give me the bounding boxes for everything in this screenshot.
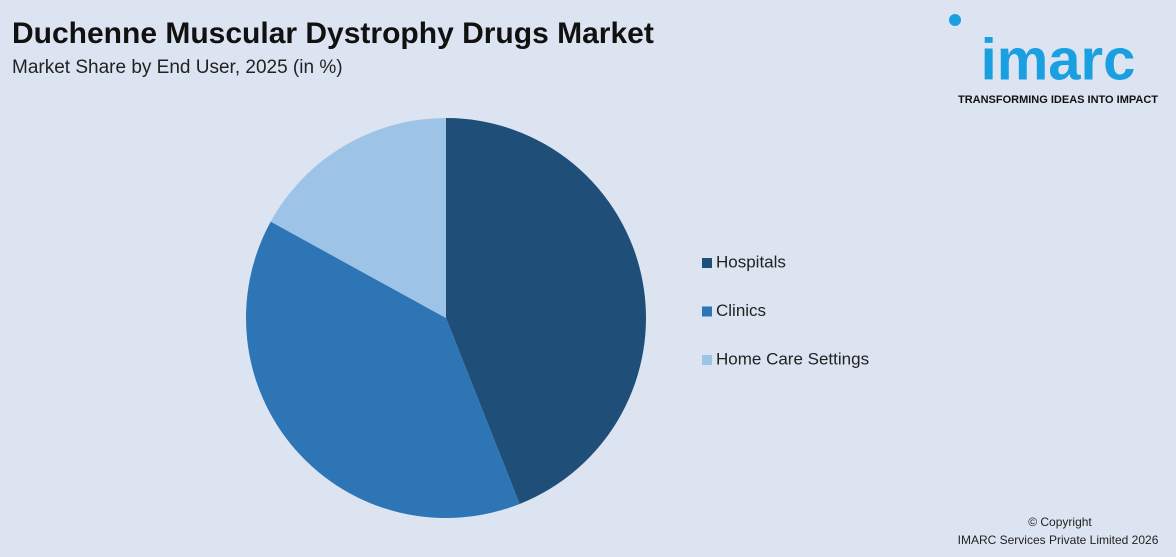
legend-label: Clinics [716, 301, 766, 320]
logo: imarc [981, 27, 1136, 92]
legend-label: Home Care Settings [716, 349, 869, 368]
pie-slice [270, 117, 446, 318]
pie-slice [446, 118, 647, 504]
copyright-company: IMARC Services Private Limited 2026 [958, 533, 1159, 547]
copyright: © Copyright [1028, 515, 1092, 529]
legend-swatch [702, 258, 712, 268]
logo-tagline: TRANSFORMING IDEAS INTO IMPACT [958, 94, 1158, 106]
chart-title: Duchenne Muscular Dystrophy Drugs Market [12, 17, 654, 50]
legend-label: Hospitals [716, 252, 786, 271]
legend-swatch [702, 306, 712, 317]
logo-dot [949, 14, 961, 26]
legend-swatch [702, 355, 712, 365]
pie-slice [246, 221, 520, 518]
chart-subtitle: Market Share by End User, 2025 (in %) [12, 57, 343, 78]
